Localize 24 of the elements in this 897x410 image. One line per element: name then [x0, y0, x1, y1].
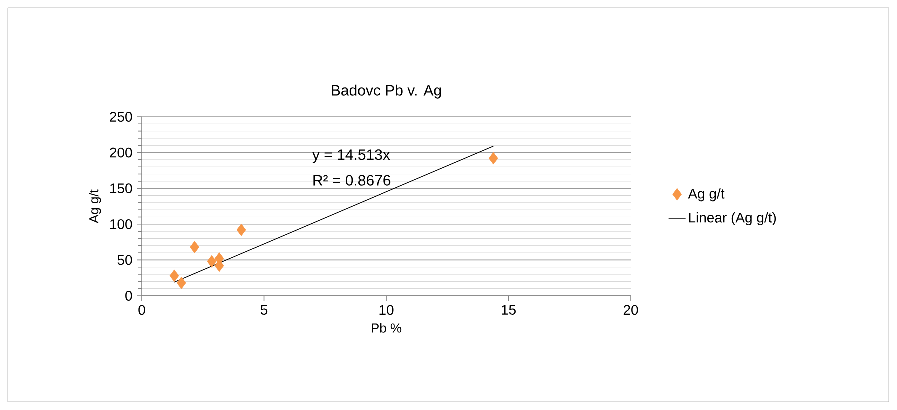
- y-tick-label: 50: [118, 255, 132, 266]
- point: [488, 152, 498, 165]
- y-tick-label: 250: [110, 112, 132, 122]
- legend-label: Linear (Ag g/t): [689, 212, 776, 226]
- point: [236, 224, 246, 236]
- chart-title: Badovc Pb v. Ag: [332, 84, 442, 99]
- x-tick-label: 5: [260, 305, 268, 315]
- y-tick-label: 200: [110, 148, 132, 158]
- annotation: y = 14.513x: [312, 150, 390, 164]
- x-tick-label: 0: [138, 305, 146, 316]
- x-axis-title: Pb %: [372, 323, 402, 333]
- point: [170, 270, 180, 282]
- legend-label: Ag g/t: [688, 188, 725, 202]
- y-tick-label: 150: [110, 184, 132, 194]
- point: [176, 276, 186, 290]
- y-tick-label: 100: [110, 219, 132, 230]
- x-tick-label: 20: [624, 305, 638, 316]
- y-axis-title: Ag g/t: [89, 190, 102, 224]
- x-tick-label: 15: [502, 305, 516, 315]
- point: [190, 241, 200, 254]
- x-tick-label: 10: [380, 305, 394, 316]
- point: [207, 255, 217, 268]
- annotation: R² = 0.8676: [314, 175, 391, 186]
- y-tick-label: 0: [126, 291, 132, 301]
